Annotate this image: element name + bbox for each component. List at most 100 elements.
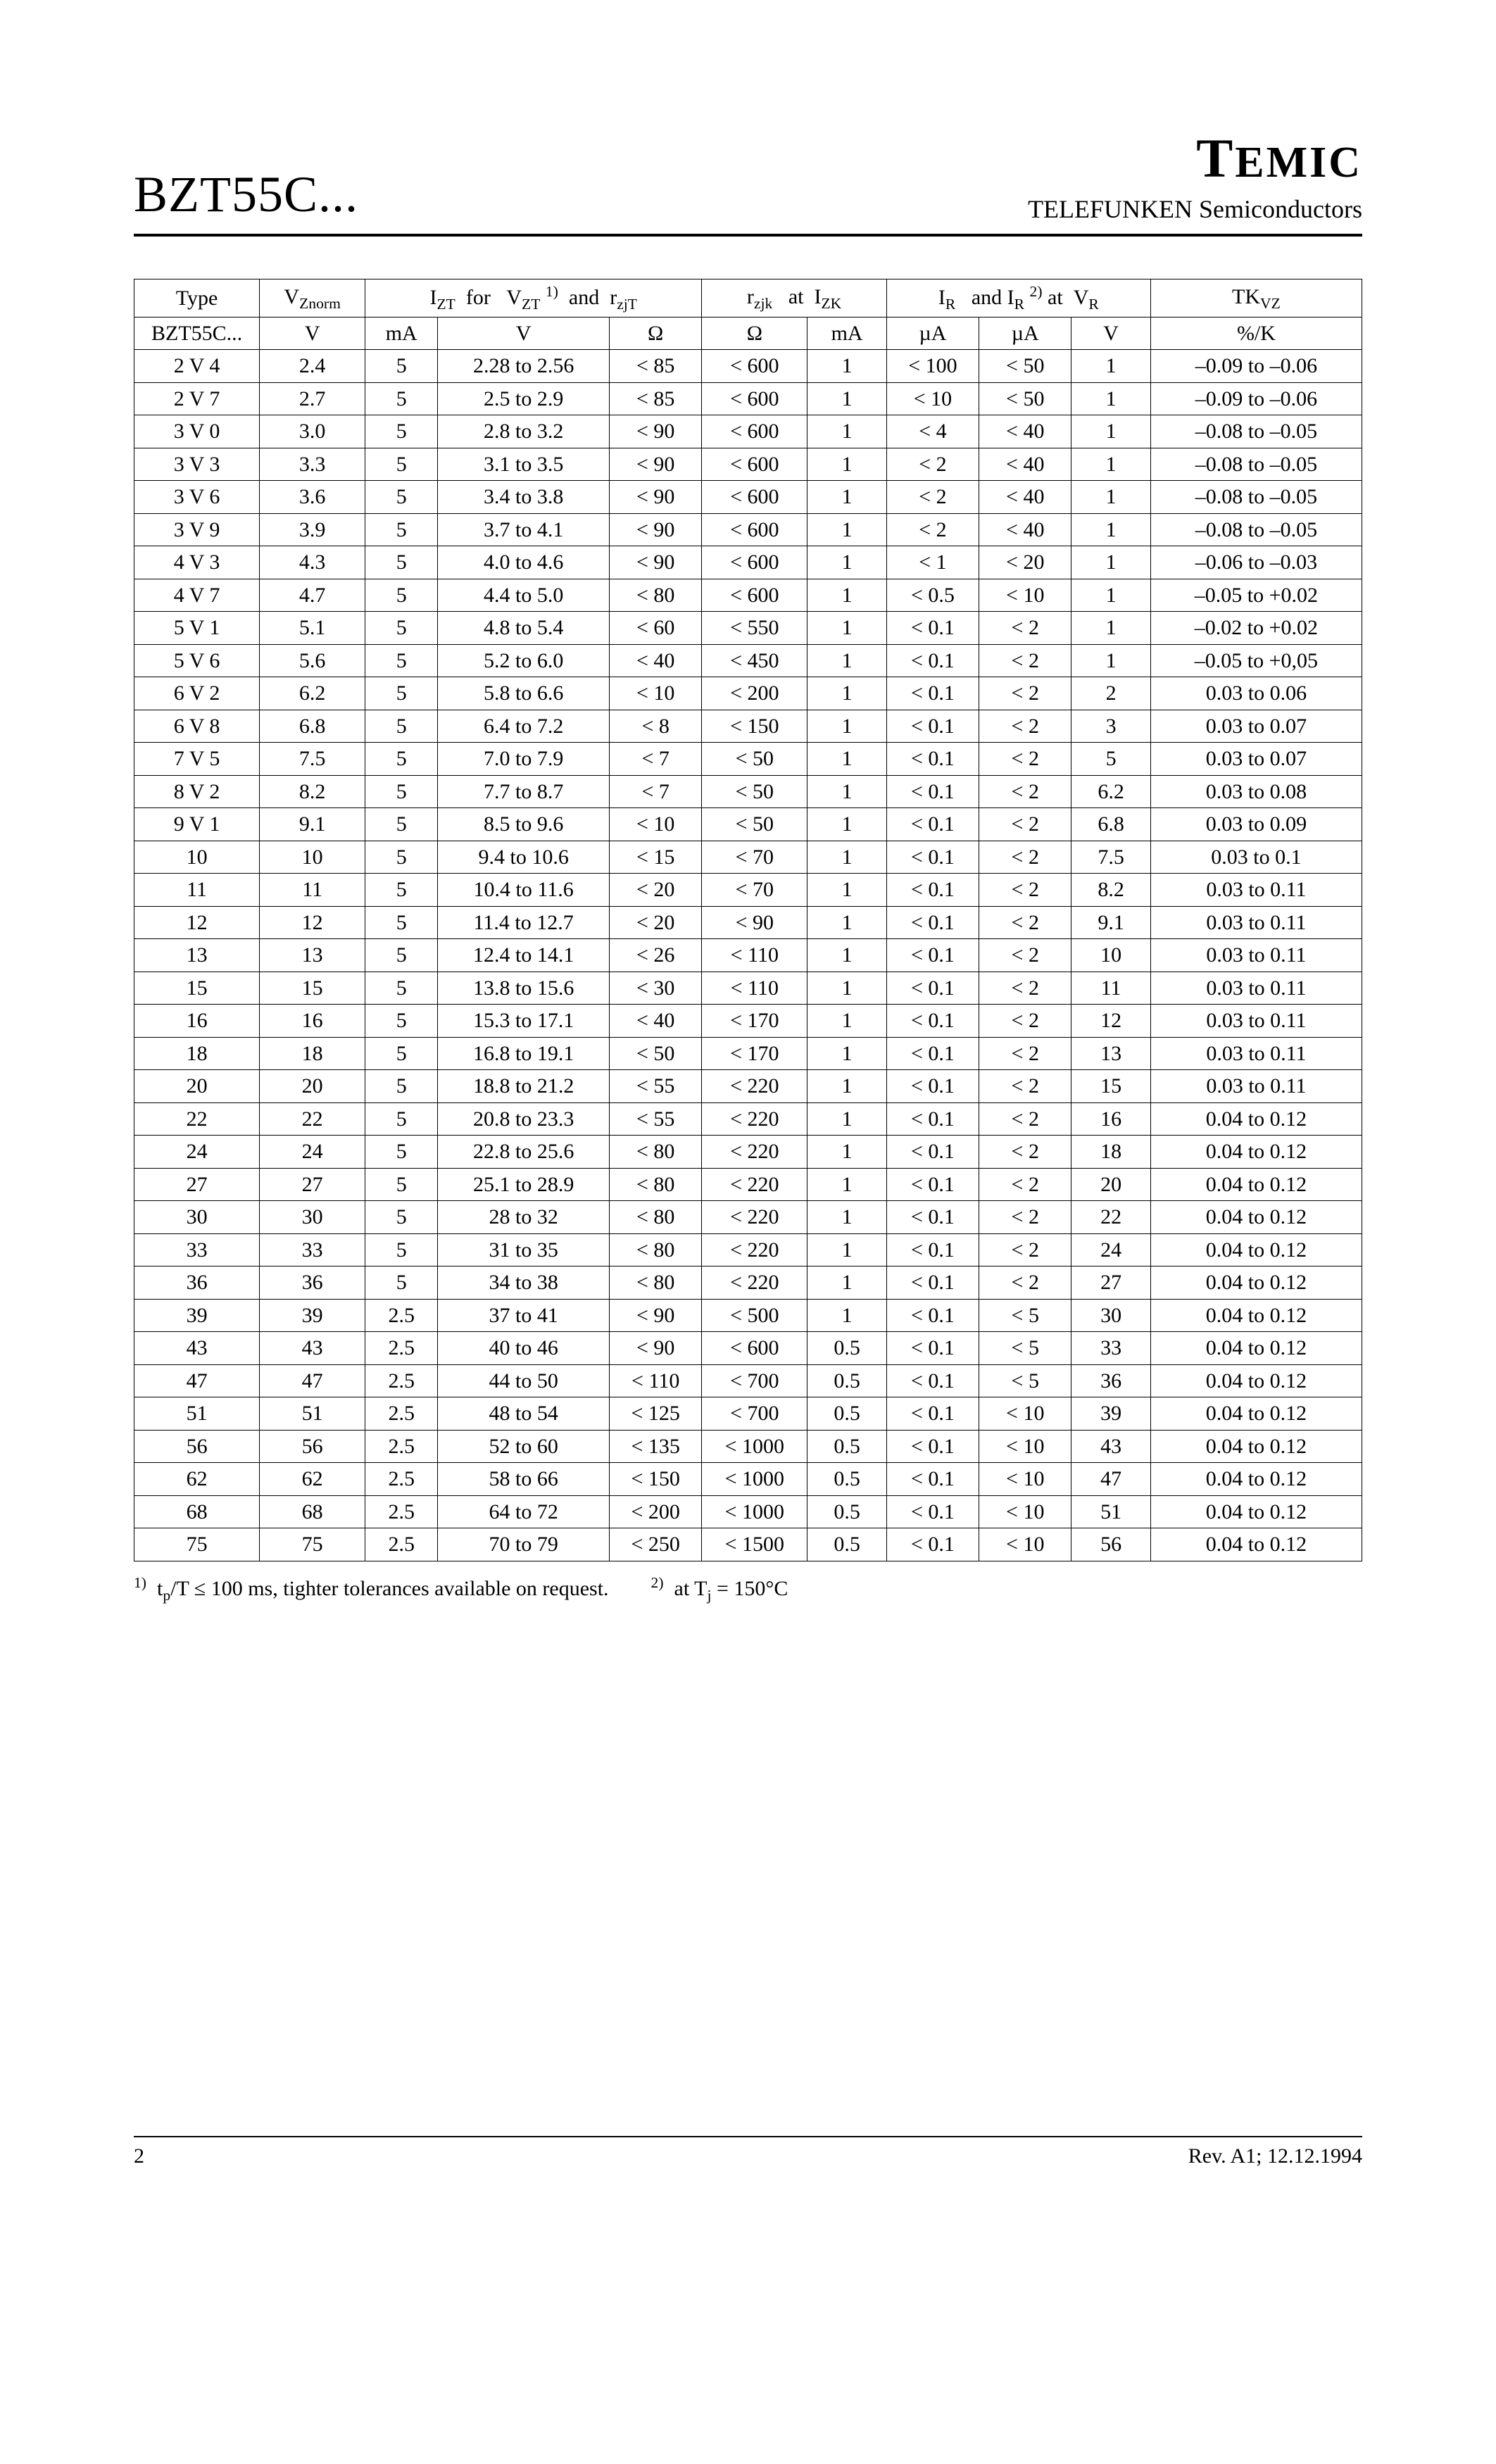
table-cell: 4.0 to 4.6 [438,546,610,579]
table-cell: 1 [807,1136,887,1169]
table-cell: 30 [260,1201,365,1234]
h1-type: Type [134,279,260,318]
table-cell: 5 [365,546,438,579]
table-row: 47472.544 to 50< 110< 7000.5< 0.1< 5360.… [134,1364,1362,1397]
table-cell: 3.4 to 3.8 [438,481,610,514]
table-cell: 1 [807,677,887,710]
table-cell: < 2 [979,1136,1071,1169]
table-cell: 1 [807,743,887,776]
table-cell: < 200 [702,677,807,710]
table-cell: 5 [365,972,438,1005]
table-cell: 1 [807,841,887,874]
table-cell: 0.04 to 0.12 [1150,1266,1362,1300]
table-cell: 39 [134,1299,260,1332]
table-cell: < 170 [702,1037,807,1070]
table-cell: 3.9 [260,513,365,546]
brand-block: TEMIC TELEFUNKEN Semiconductors [1028,127,1362,224]
table-cell: 9.4 to 10.6 [438,841,610,874]
table-row: 1616515.3 to 17.1< 40< 1701< 0.1< 2120.0… [134,1005,1362,1038]
table-cell: 1 [807,481,887,514]
table-cell: 5 [365,1266,438,1300]
table-cell: 0.03 to 0.07 [1150,710,1362,743]
table-cell: < 220 [702,1201,807,1234]
table-row: 51512.548 to 54< 125< 7000.5< 0.1< 10390… [134,1397,1362,1431]
table-cell: 1 [807,1233,887,1266]
table-cell: < 200 [610,1495,702,1528]
table-cell: 1 [807,448,887,481]
table-cell: < 2 [979,743,1071,776]
table-cell: –0.06 to –0.03 [1150,546,1362,579]
h2-rzjk: Ω [702,317,807,350]
table-cell: 1 [807,710,887,743]
table-cell: 5 [365,1037,438,1070]
table-cell: 1 [1071,579,1151,612]
table-cell: < 500 [702,1299,807,1332]
table-cell: 5 [365,743,438,776]
table-cell: 5 [365,1136,438,1169]
table-cell: 10 [134,841,260,874]
table-cell: < 600 [702,579,807,612]
table-cell: < 2 [979,612,1071,645]
table-cell: < 150 [702,710,807,743]
table-cell: < 10 [979,1430,1071,1463]
table-cell: –0.08 to –0.05 [1150,481,1362,514]
table-cell: < 1 [886,546,979,579]
table-row: 43432.540 to 46< 90< 6000.5< 0.1< 5330.0… [134,1332,1362,1365]
table-cell: < 0.1 [886,1495,979,1528]
page-number: 2 [134,2144,144,2168]
table-cell: 2.5 [365,1364,438,1397]
table-cell: < 40 [610,1005,702,1038]
table-cell: < 2 [979,972,1071,1005]
table-cell: 0.03 to 0.08 [1150,775,1362,808]
table-cell: < 220 [702,1233,807,1266]
table-row: 68682.564 to 72< 200< 10000.5< 0.1< 1051… [134,1495,1362,1528]
table-cell: 0.03 to 0.07 [1150,743,1362,776]
table-cell: 2.5 [365,1397,438,1431]
table-cell: 9.1 [1071,906,1151,939]
product-title: BZT55C... [134,165,358,224]
table-cell: 1 [807,579,887,612]
table-cell: 75 [134,1528,260,1561]
table-cell: < 30 [610,972,702,1005]
table-cell: 5 [365,1168,438,1201]
table-cell: 0.04 to 0.12 [1150,1332,1362,1365]
table-row: 1111510.4 to 11.6< 20< 701< 0.1< 28.20.0… [134,874,1362,907]
table-row: 56562.552 to 60< 135< 10000.5< 0.1< 1043… [134,1430,1362,1463]
table-cell: < 10 [979,579,1071,612]
table-cell: 52 to 60 [438,1430,610,1463]
table-cell: < 40 [979,481,1071,514]
table-cell: 1 [1071,644,1151,677]
table-cell: 11.4 to 12.7 [438,906,610,939]
table-cell: 18.8 to 21.2 [438,1070,610,1103]
table-cell: 1 [807,1266,887,1300]
table-cell: –0.08 to –0.05 [1150,448,1362,481]
table-cell: 39 [260,1299,365,1332]
table-cell: < 2 [979,1070,1071,1103]
h1-rzjk-group: rzjk at IZK [702,279,887,318]
table-cell: 12 [1071,1005,1151,1038]
table-cell: 1 [807,350,887,383]
table-cell: < 40 [979,448,1071,481]
table-cell: < 60 [610,612,702,645]
table-cell: < 50 [979,382,1071,415]
table-cell: 43 [1071,1430,1151,1463]
table-cell: < 0.1 [886,841,979,874]
table-cell: < 90 [702,906,807,939]
table-cell: < 0.1 [886,939,979,972]
table-cell: 0.03 to 0.11 [1150,1005,1362,1038]
table-row: 9 V 19.158.5 to 9.6< 10< 501< 0.1< 26.80… [134,808,1362,841]
table-row: 75752.570 to 79< 250< 15000.5< 0.1< 1056… [134,1528,1362,1561]
table-cell: 40 to 46 [438,1332,610,1365]
table-cell: < 700 [702,1364,807,1397]
table-cell: 36 [134,1266,260,1300]
table-cell: 1 [807,1102,887,1136]
table-cell: 1 [1071,448,1151,481]
table-cell: 1 [807,644,887,677]
table-cell: < 0.1 [886,1136,979,1169]
table-cell: 6.2 [260,677,365,710]
table-cell: 0.5 [807,1397,887,1431]
table-cell: 1 [807,972,887,1005]
table-cell: 4.8 to 5.4 [438,612,610,645]
table-cell: 11 [1071,972,1151,1005]
table-cell: 27 [1071,1266,1151,1300]
